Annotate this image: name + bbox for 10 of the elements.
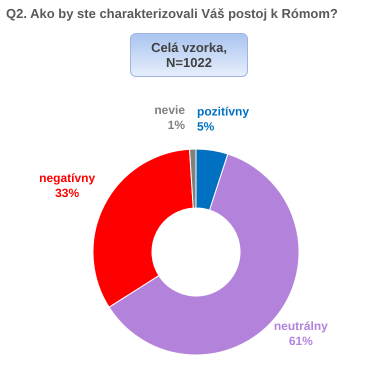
data-label: 5% — [197, 120, 215, 134]
chart-subtitle: Celá vzorka, N=1022 — [130, 33, 248, 77]
data-label: 1% — [168, 118, 186, 132]
slice-label: pozitívny — [197, 104, 250, 119]
data-label: 61% — [288, 334, 314, 348]
slice-label: nevie — [154, 103, 186, 118]
chart-title: Q2. Ako by ste charakterizovali Váš postoj k Rómom? — [6, 6, 338, 21]
slice-label: negatívny — [39, 170, 96, 185]
data-label: 33% — [55, 186, 80, 200]
slice-label: neutrálny — [274, 319, 328, 334]
